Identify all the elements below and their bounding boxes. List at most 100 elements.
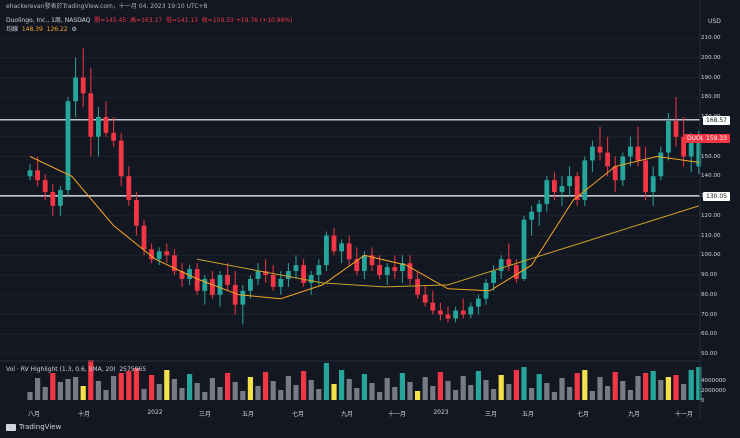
candle-body [278,278,284,287]
volume-bar [574,373,580,400]
candle-body [362,255,367,272]
time-tick-label: 三月 [198,411,212,418]
volume-bar [65,379,71,400]
volume-value: 2575965 [119,366,147,373]
volume-bar [35,378,41,400]
volume-bar [399,373,405,400]
low-value: 低=141.13 [165,17,198,24]
candle-body [217,275,223,295]
volume-bar [73,377,79,400]
price-tick-label: 190.00 [701,74,721,81]
candle-body [354,259,360,272]
volume-bar [270,381,276,400]
price-tick-label: 120.00 [701,212,721,219]
symbol-info-line: Duolingo, Inc., 1周, NASDAQ 開=145.45 高=16… [6,17,292,24]
settings-icon[interactable]: ⚙ [71,26,77,33]
volume-bar [665,377,671,400]
volume-bar [301,371,307,400]
time-tick-label: 2023 [433,409,449,416]
candle-body [103,117,109,133]
candle-body [567,176,572,187]
candle-body [506,259,512,266]
volume-bar [27,392,33,400]
volume-bar [597,377,603,400]
volume-bar [536,374,542,400]
candle-body [453,310,458,319]
candle-body [430,302,436,311]
volume-bar [255,386,261,400]
volume-bar [263,372,269,400]
candle-body [240,290,246,305]
volume-bar [42,387,48,400]
volume-bar [202,392,208,400]
volume-bar [369,383,375,400]
candle-body [27,170,33,177]
volume-bar [650,371,656,400]
volume-bar [544,383,550,400]
volume-bar [475,371,481,400]
candle-body [316,265,322,275]
change-value: +19.76 (+10.98%) [235,17,293,24]
ma-value-2: 126.22 [46,26,68,33]
volume-bar [483,380,489,400]
candle-body [58,190,63,206]
volume-bar [149,375,155,400]
volume-bar [567,387,573,400]
time-tick-label: 九月 [340,411,354,418]
symbol-name[interactable]: Duolingo, Inc., 1周, NASDAQ [6,17,91,24]
candle-body [73,77,78,102]
price-tick-label: 80.00 [701,291,718,298]
volume-tick-label: 0 [701,398,705,404]
volume-bar [643,373,649,400]
footer-brand[interactable]: TradingView [6,423,61,431]
volume-bar [278,390,284,400]
candle-body [141,225,147,250]
candle-body [324,235,329,266]
volume-bar [529,388,535,400]
volume-bar [681,384,687,400]
volume-bar [293,385,299,400]
candle-body [628,146,633,157]
volume-bar [377,392,383,400]
volume-bar [506,384,512,400]
candle-body [194,269,200,291]
time-tick-label: 七月 [291,411,305,418]
volume-bar [559,378,565,400]
volume-bar [111,376,117,400]
volume-bar [635,376,641,400]
time-tick-label: 三月 [484,411,498,418]
volume-bar [430,386,436,400]
candle-body [96,117,101,137]
volume-info-line[interactable]: Vol · RV Highlight (1.3, 0.6, SMA, 20) 2… [6,366,146,373]
volume-bar [673,375,679,400]
volume-bar [612,372,618,400]
volume-bar [118,373,124,400]
volume-bar [582,370,588,400]
volume-bar [232,382,238,400]
volume-tick-label: 2000000 [701,388,726,394]
currency-label[interactable]: USD [708,18,721,25]
volume-bar [521,367,527,400]
volume-bar [688,370,694,400]
volume-bar [407,382,413,400]
volume-bar [498,375,504,400]
volume-bar [392,387,398,400]
candle-body [179,271,185,279]
candle-body [468,306,474,315]
price-tick-label: 60.00 [701,331,718,338]
candle-body [529,211,534,220]
ma-value-1: 148.39 [21,26,43,33]
lower-level-badge: 130.05 [703,192,730,201]
volume-bar [551,392,557,400]
moving-average-fast [29,155,699,300]
volume-bar [80,386,86,400]
volume-bar [696,367,702,400]
candle-body [544,180,550,204]
ma-info-line[interactable]: 均線 148.39 126.22 ⚙ [6,26,77,33]
candle-body [445,314,451,319]
candle-body [232,284,238,305]
brand-name: TradingView [19,423,62,431]
candle-body [346,243,352,260]
volume-bar [513,370,519,400]
